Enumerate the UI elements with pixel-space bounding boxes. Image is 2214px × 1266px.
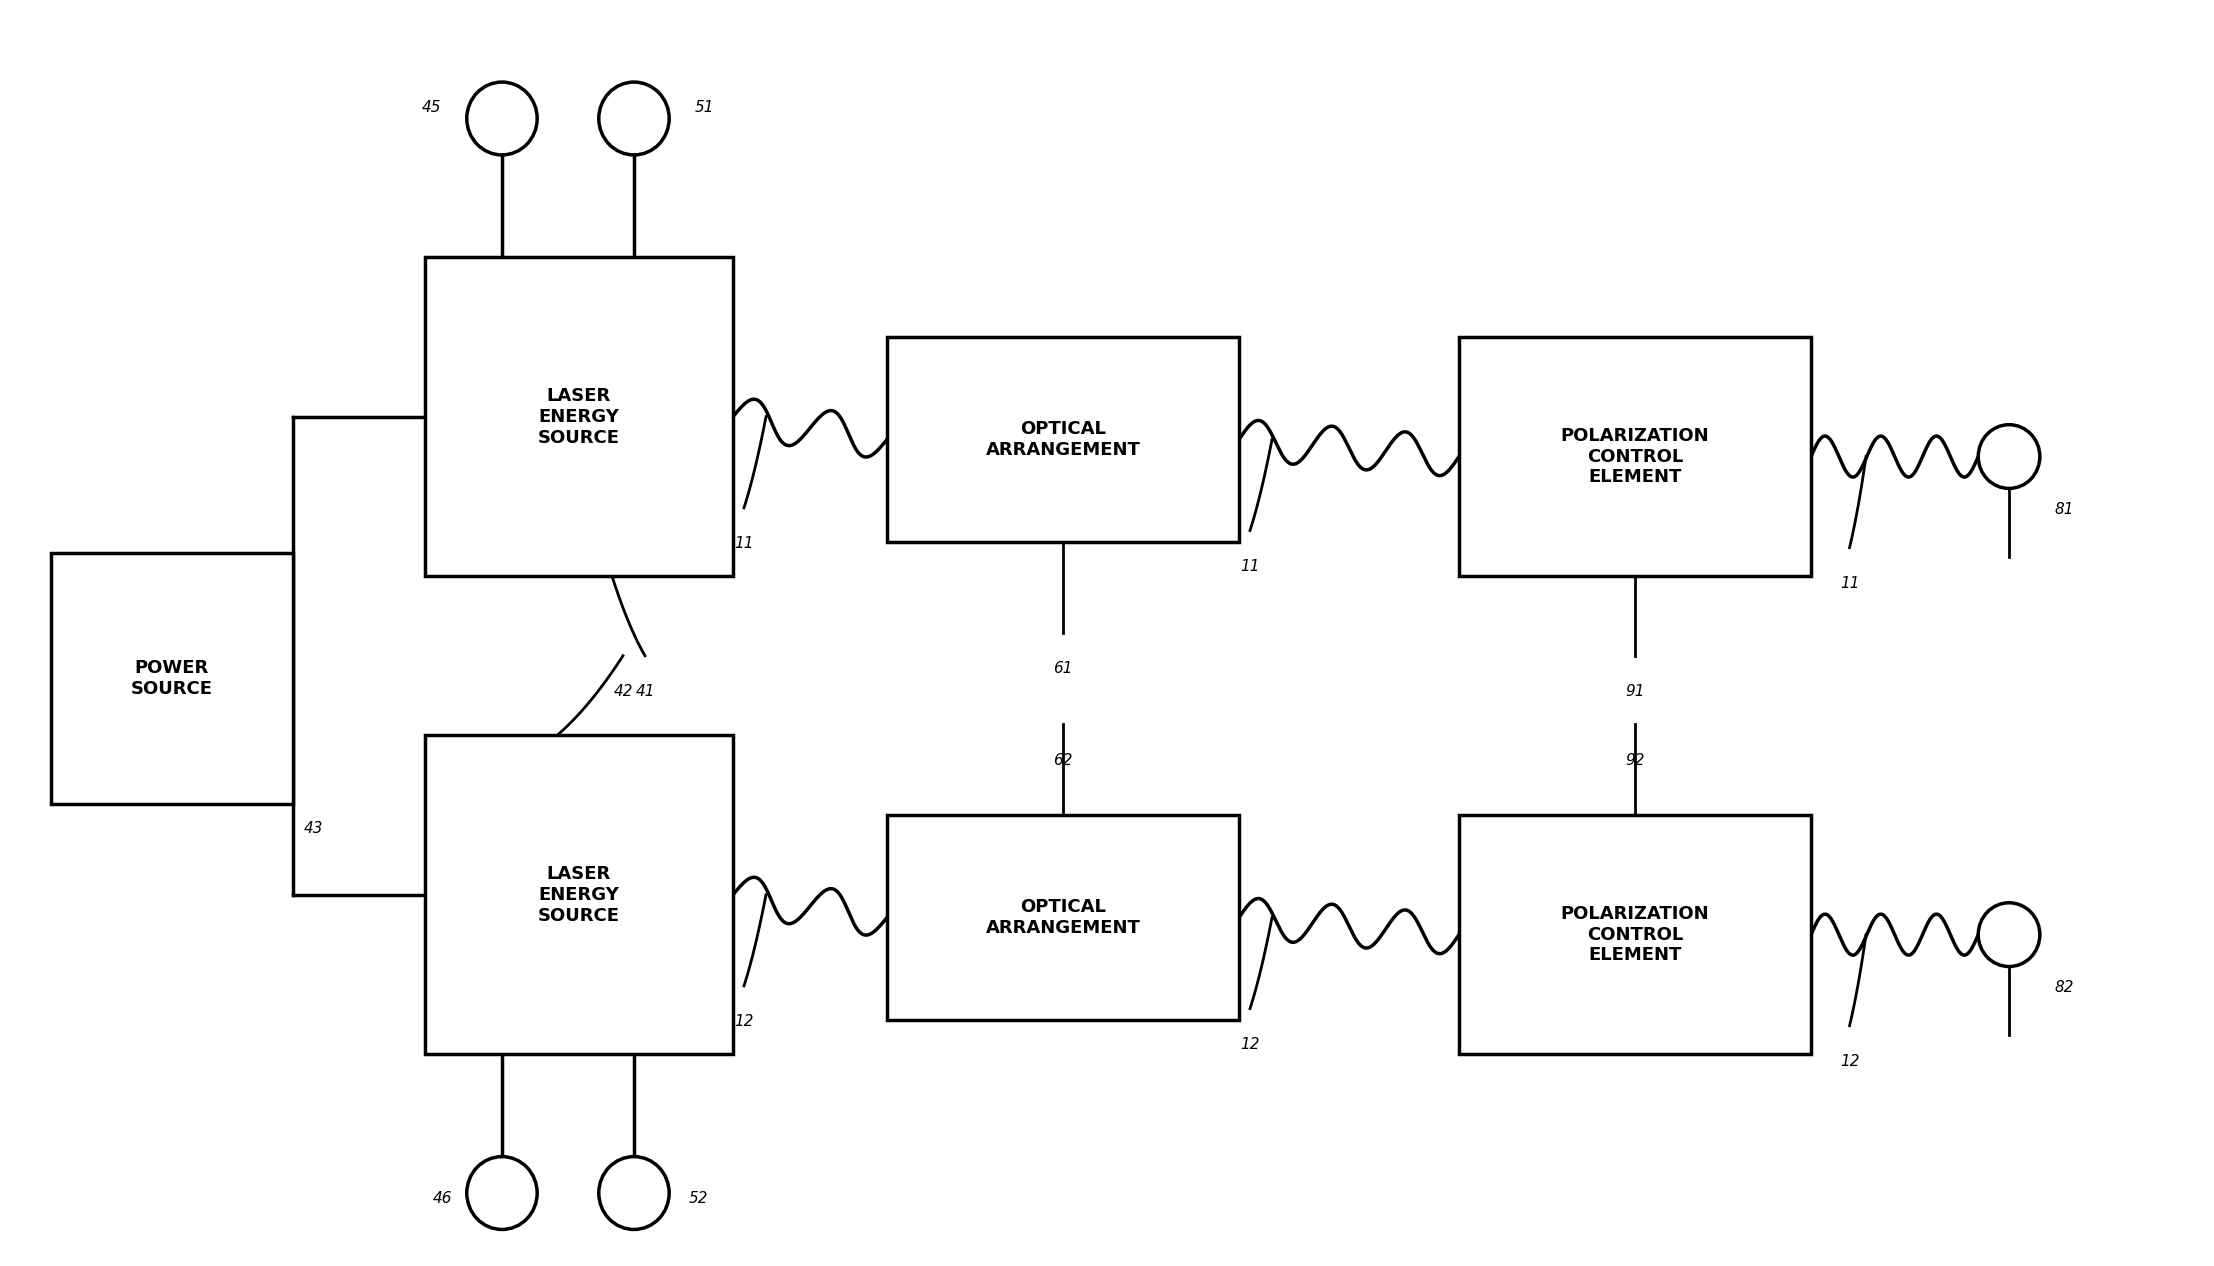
FancyBboxPatch shape [1459, 815, 1811, 1055]
Circle shape [467, 1157, 538, 1229]
FancyBboxPatch shape [888, 815, 1240, 1020]
Text: 11: 11 [1840, 576, 1860, 591]
Circle shape [598, 82, 669, 154]
Text: LASER
ENERGY
SOURCE: LASER ENERGY SOURCE [538, 387, 620, 447]
Text: 92: 92 [1625, 752, 1645, 767]
Text: 81: 81 [2055, 503, 2075, 517]
Text: 61: 61 [1054, 661, 1074, 676]
FancyBboxPatch shape [425, 257, 733, 576]
Text: OPTICAL
ARRANGEMENT: OPTICAL ARRANGEMENT [985, 898, 1140, 937]
Text: OPTICAL
ARRANGEMENT: OPTICAL ARRANGEMENT [985, 420, 1140, 458]
Text: 11: 11 [1240, 560, 1260, 573]
Circle shape [467, 82, 538, 154]
Text: 12: 12 [1240, 1037, 1260, 1052]
Text: 43: 43 [303, 820, 323, 836]
Text: 45: 45 [423, 100, 441, 115]
Text: 46: 46 [434, 1191, 452, 1206]
Text: 12: 12 [735, 1014, 753, 1029]
Text: LASER
ENERGY
SOURCE: LASER ENERGY SOURCE [538, 865, 620, 924]
Text: 91: 91 [1625, 684, 1645, 699]
FancyBboxPatch shape [888, 337, 1240, 542]
Circle shape [1979, 903, 2039, 966]
Text: POLARIZATION
CONTROL
ELEMENT: POLARIZATION CONTROL ELEMENT [1561, 905, 1709, 965]
Text: 12: 12 [1840, 1055, 1860, 1070]
Text: 52: 52 [689, 1191, 708, 1206]
Text: 42: 42 [613, 684, 633, 699]
Text: 11: 11 [735, 537, 753, 551]
Text: 41: 41 [635, 684, 655, 699]
Text: 51: 51 [695, 100, 713, 115]
Circle shape [1979, 424, 2039, 489]
FancyBboxPatch shape [51, 553, 292, 804]
Text: POLARIZATION
CONTROL
ELEMENT: POLARIZATION CONTROL ELEMENT [1561, 427, 1709, 486]
Text: POWER
SOURCE: POWER SOURCE [131, 660, 213, 698]
FancyBboxPatch shape [1459, 337, 1811, 576]
Text: 62: 62 [1054, 752, 1074, 767]
Circle shape [598, 1157, 669, 1229]
Text: 82: 82 [2055, 980, 2075, 995]
FancyBboxPatch shape [425, 736, 733, 1055]
